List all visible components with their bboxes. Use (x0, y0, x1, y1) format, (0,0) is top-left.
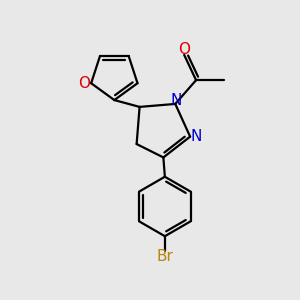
Text: N: N (190, 129, 202, 144)
Text: O: O (79, 76, 91, 91)
Text: O: O (178, 42, 190, 57)
Text: Br: Br (156, 249, 173, 264)
Text: N: N (170, 93, 182, 108)
